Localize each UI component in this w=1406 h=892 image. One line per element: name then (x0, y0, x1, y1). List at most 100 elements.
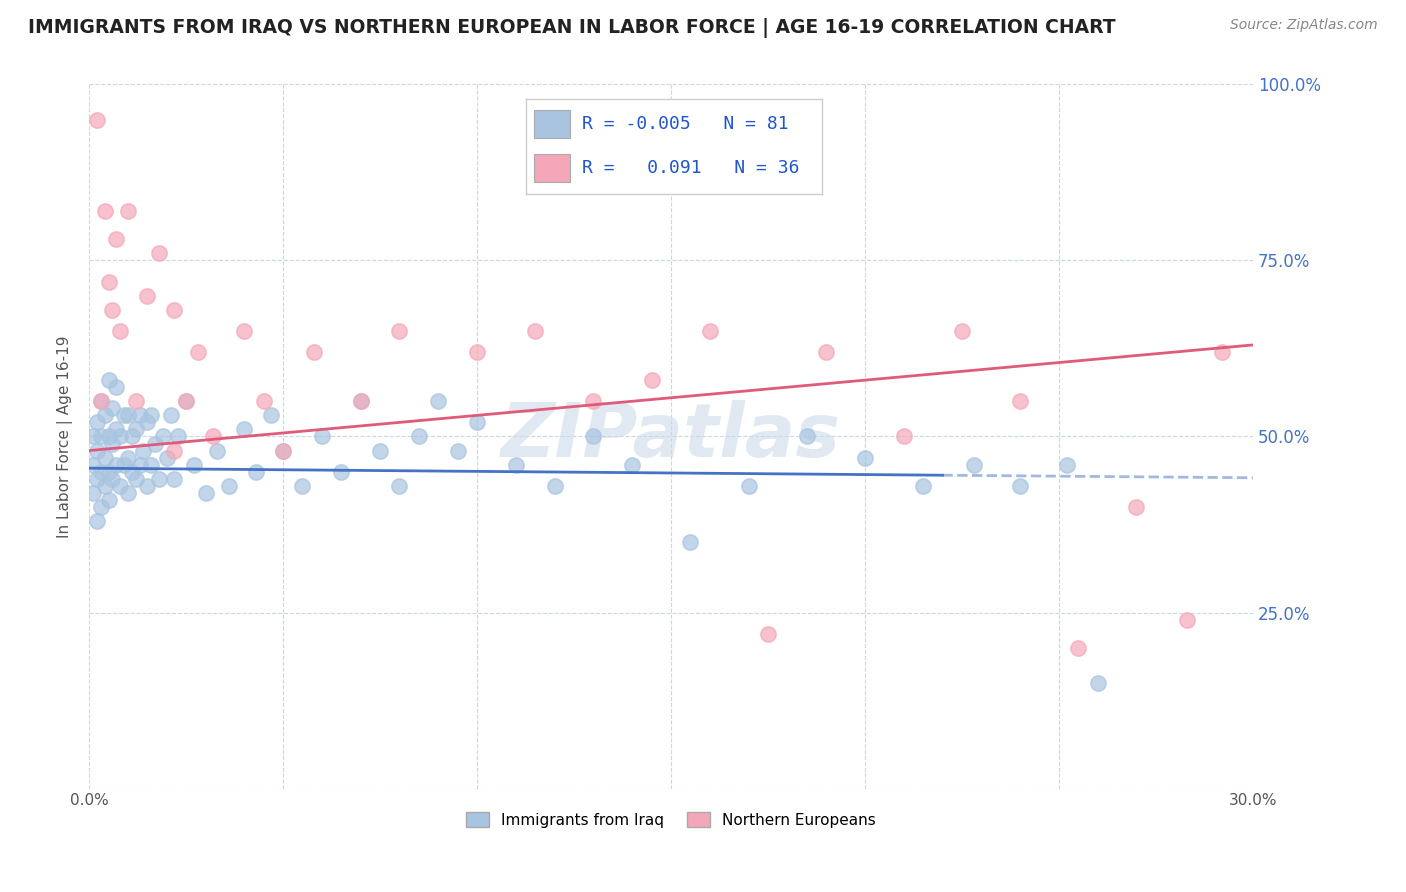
Point (388, 324, 411, 338)
Point (93, 479, 115, 493)
Point (125, 394, 148, 409)
Point (93, 204, 115, 219)
Point (86, 443, 108, 458)
Point (112, 458, 135, 472)
Point (408, 429, 430, 443)
Point (128, 409, 150, 423)
Point (543, 479, 565, 493)
Point (260, 409, 283, 423)
Point (86, 514, 108, 528)
Point (90, 500, 112, 514)
Point (117, 204, 139, 219)
Point (108, 429, 131, 443)
Point (82, 485, 104, 500)
Point (350, 394, 373, 409)
Point (82, 458, 104, 472)
Point (101, 302, 124, 317)
Point (101, 472, 124, 486)
Point (505, 458, 527, 472)
Point (1010, 479, 1032, 493)
Point (233, 422, 256, 436)
Point (183, 458, 205, 472)
Point (912, 479, 935, 493)
Point (105, 232, 128, 246)
Point (253, 394, 276, 409)
Text: IMMIGRANTS FROM IRAQ VS NORTHERN EUROPEAN IN LABOR FORCE | AGE 16-19 CORRELATION: IMMIGRANTS FROM IRAQ VS NORTHERN EUROPEA… (28, 18, 1116, 37)
Point (117, 485, 139, 500)
Point (815, 345, 838, 359)
Point (159, 409, 181, 423)
Point (108, 324, 131, 338)
Legend: Immigrants from Iraq, Northern Europeans: Immigrants from Iraq, Northern Europeans (460, 805, 882, 834)
Point (388, 479, 411, 493)
Point (90, 465, 112, 479)
Point (101, 401, 124, 416)
Point (156, 450, 179, 465)
Point (447, 443, 470, 458)
Point (271, 443, 294, 458)
Point (679, 535, 702, 549)
Point (121, 465, 143, 479)
Point (202, 429, 225, 443)
Point (218, 479, 240, 493)
Point (1067, 640, 1090, 655)
Point (582, 429, 605, 443)
Point (90, 394, 112, 409)
Point (167, 429, 190, 443)
Point (97, 429, 120, 443)
Point (640, 373, 662, 387)
Point (621, 458, 644, 472)
Point (97, 373, 120, 387)
Point (117, 450, 139, 465)
Point (699, 324, 721, 338)
Point (101, 436, 124, 450)
Point (950, 324, 973, 338)
Point (90, 429, 112, 443)
Point (330, 465, 353, 479)
Point (93, 409, 115, 423)
Point (311, 429, 333, 443)
Point (125, 422, 148, 436)
Point (141, 458, 163, 472)
Point (174, 394, 197, 409)
Point (174, 394, 197, 409)
Point (82, 429, 104, 443)
Point (86, 472, 108, 486)
Point (524, 324, 547, 338)
Point (105, 422, 128, 436)
Point (86, 112, 108, 127)
Point (465, 416, 488, 430)
Point (108, 479, 131, 493)
Point (148, 246, 170, 260)
Point (194, 485, 217, 500)
Point (163, 302, 186, 317)
Point (1175, 613, 1198, 627)
Point (152, 429, 174, 443)
Point (125, 472, 148, 486)
Point (112, 409, 135, 423)
Point (163, 472, 186, 486)
Y-axis label: In Labor Force | Age 16-19: In Labor Force | Age 16-19 (58, 335, 73, 538)
Point (187, 345, 209, 359)
Point (233, 324, 256, 338)
Point (427, 394, 450, 409)
Point (97, 275, 120, 289)
Point (97, 492, 120, 507)
Point (853, 450, 876, 465)
Point (1087, 676, 1109, 690)
Text: ZIPatlas: ZIPatlas (501, 400, 841, 473)
Point (163, 443, 186, 458)
Point (893, 429, 915, 443)
Point (205, 443, 228, 458)
Point (136, 479, 159, 493)
Point (121, 429, 143, 443)
Point (93, 450, 115, 465)
Point (350, 394, 373, 409)
Point (291, 479, 314, 493)
Point (105, 380, 128, 394)
Point (117, 409, 139, 423)
Point (1125, 500, 1147, 514)
Point (962, 458, 984, 472)
Point (1211, 345, 1233, 359)
Point (148, 472, 170, 486)
